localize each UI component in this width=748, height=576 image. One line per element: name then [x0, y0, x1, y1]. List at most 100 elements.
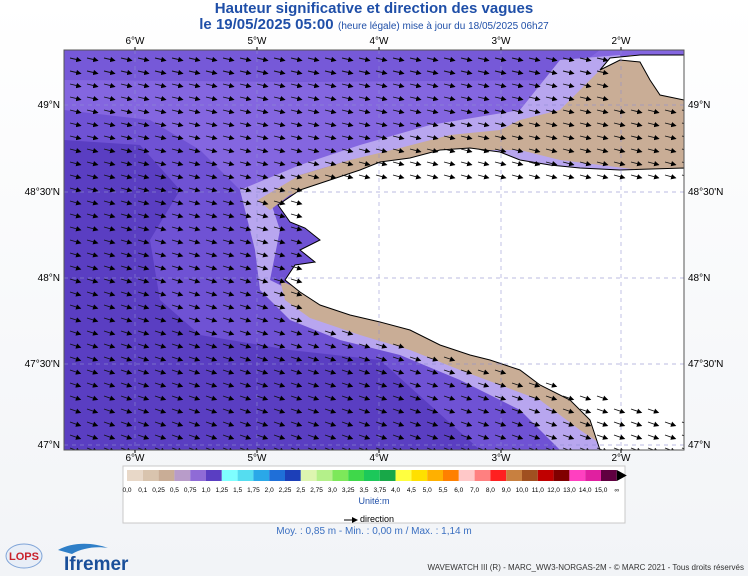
direction-arrow [137, 108, 150, 115]
direction-arrow [443, 421, 456, 427]
direction-arrow [647, 434, 660, 440]
legend-colorbar [127, 470, 627, 481]
direction-arrow [256, 369, 269, 375]
direction-arrow [630, 121, 643, 128]
direction-arrow [528, 134, 541, 141]
direction-arrow [171, 187, 184, 193]
direction-arrow [154, 304, 167, 310]
direction-arrow [222, 421, 235, 427]
direction-arrow [290, 434, 303, 440]
direction-arrow [188, 134, 201, 141]
direction-arrow [103, 187, 116, 193]
direction-arrow [222, 356, 235, 362]
direction-arrow [545, 395, 558, 401]
direction-arrow [596, 95, 609, 102]
direction-arrow [477, 56, 490, 63]
direction-arrow [460, 408, 473, 414]
legend-swatch [395, 470, 412, 481]
direction-arrow [375, 95, 388, 102]
direction-arrow [120, 174, 133, 180]
direction-arrow [256, 434, 269, 440]
legend-label: 4,0 [391, 487, 400, 494]
direction-arrow [86, 421, 99, 427]
direction-arrow [562, 82, 575, 89]
direction-arrow [120, 265, 133, 271]
direction-arrow [494, 174, 507, 180]
direction-arrow [205, 343, 218, 349]
legend-label: 3,0 [328, 487, 337, 494]
direction-arrow [460, 69, 473, 76]
direction-arrow [545, 408, 558, 414]
direction-arrow [426, 56, 439, 63]
direction-arrow [86, 330, 99, 336]
direction-arrow [239, 330, 252, 336]
direction-arrow [171, 69, 184, 76]
direction-arrow [171, 82, 184, 89]
direction-arrow [375, 434, 388, 440]
legend-swatch [174, 470, 191, 481]
direction-arrow [579, 69, 592, 76]
direction-arrow [528, 382, 541, 388]
direction-arrow [273, 161, 286, 167]
direction-arrow [460, 134, 473, 141]
direction-arrow [613, 161, 626, 167]
legend-label: 7,0 [470, 487, 479, 494]
direction-arrow [69, 187, 82, 193]
update-info: (heure légale) mise à jour du 18/05/2025… [338, 21, 549, 32]
direction-arrow [154, 95, 167, 102]
direction-arrow [137, 291, 150, 297]
direction-arrow [256, 317, 269, 323]
direction-arrow [69, 161, 82, 167]
direction-arrow [562, 434, 575, 440]
direction-arrow [290, 161, 303, 167]
direction-arrow [409, 95, 422, 102]
legend-swatch [379, 470, 396, 481]
direction-arrow [545, 148, 558, 154]
direction-arrow [426, 134, 439, 141]
direction-arrow [239, 239, 252, 245]
direction-arrow [426, 174, 439, 180]
direction-arrow [69, 174, 82, 180]
legend-swatch [348, 470, 364, 481]
direction-arrow [86, 408, 99, 414]
direction-arrow [222, 200, 235, 206]
direction-arrow [647, 121, 660, 128]
direction-arrow [307, 161, 320, 167]
direction-arrow [290, 278, 303, 284]
direction-arrow [171, 382, 184, 388]
direction-arrow [375, 408, 388, 414]
direction-arrow [137, 148, 150, 154]
direction-arrow [579, 95, 592, 102]
direction-arrow [307, 95, 320, 102]
direction-arrow [545, 161, 558, 167]
direction-arrow [426, 408, 439, 414]
direction-arrow [188, 278, 201, 284]
legend-label: 5,0 [423, 487, 432, 494]
legend-swatch [237, 470, 254, 481]
direction-arrow [392, 421, 405, 427]
direction-arrow [426, 121, 439, 128]
direction-arrow [239, 356, 252, 362]
direction-arrow [205, 226, 218, 232]
direction-arrow [273, 226, 286, 232]
direction-arrow [256, 108, 269, 115]
legend-swatch [553, 470, 570, 481]
direction-arrow [86, 382, 99, 388]
direction-arrow [392, 356, 405, 362]
direction-arrow [205, 369, 218, 375]
direction-arrow [188, 408, 201, 414]
direction-arrow [307, 174, 320, 180]
direction-arrow [613, 421, 626, 427]
direction-arrow [613, 408, 626, 414]
direction-arrow [494, 369, 507, 375]
direction-arrow [579, 56, 592, 63]
direction-arrow [137, 421, 150, 427]
legend-label: 11,0 [532, 487, 545, 494]
legend-swatch [474, 470, 491, 481]
direction-arrow [528, 95, 541, 102]
direction-arrow [443, 161, 456, 167]
direction-arrow [409, 69, 422, 76]
direction-arrow [392, 108, 405, 115]
direction-arrow [664, 134, 677, 141]
